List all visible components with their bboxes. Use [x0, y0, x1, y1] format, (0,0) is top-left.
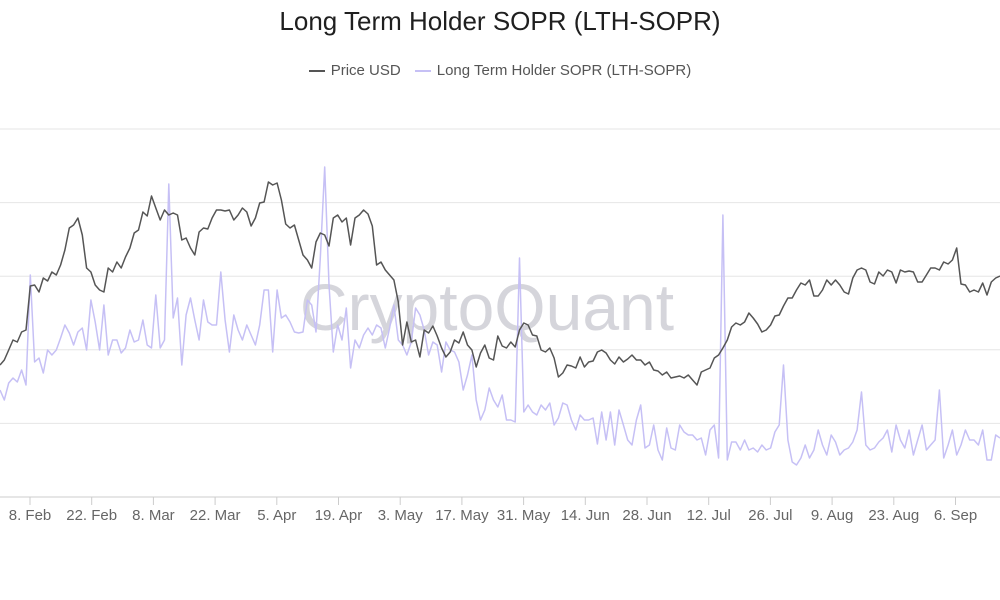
legend: Price USD Long Term Holder SOPR (LTH-SOP…: [0, 62, 1000, 79]
legend-swatch-lth-sopr: [414, 69, 431, 72]
x-tick-label: 28. Jun: [622, 507, 671, 524]
series-lines: [0, 166, 1000, 466]
x-tick-label: 9. Aug: [811, 507, 854, 524]
x-tick-label: 26. Jul: [748, 507, 792, 524]
x-tick-label: 6. Sep: [934, 507, 977, 524]
x-axis: 8. Feb 22. Feb 8. Mar 22. Mar 5. Apr 19. Apr 3…: [0, 496, 1000, 524]
x-tick-label: 3. May: [378, 507, 424, 524]
x-tick-label: 31. May: [497, 507, 551, 524]
x-tick-label: 17. May: [435, 507, 489, 524]
legend-item-lth-sopr[interactable]: Long Term Holder SOPR (LTH-SOPR): [414, 62, 692, 79]
x-tick-label: 19. Apr: [315, 507, 363, 524]
legend-item-price[interactable]: Price USD: [308, 62, 401, 79]
series-lth-sopr: [0, 166, 1000, 466]
x-tick-label: 23. Aug: [868, 507, 919, 524]
x-tick-label: 12. Jul: [687, 507, 731, 524]
legend-label-lth-sopr: Long Term Holder SOPR (LTH-SOPR): [436, 62, 692, 79]
chart-title: Long Term Holder SOPR (LTH-SOPR): [279, 6, 721, 36]
legend-label-price: Price USD: [330, 62, 401, 79]
x-tick-label: 22. Mar: [190, 507, 241, 524]
legend-swatch-price: [308, 69, 325, 72]
x-tick-label: 14. Jun: [561, 507, 610, 524]
x-tick-label: 5. Apr: [257, 507, 296, 524]
x-tick-label: 8. Mar: [132, 507, 175, 524]
x-tick-label: 8. Feb: [9, 507, 52, 524]
series-price-usd: [0, 181, 1000, 386]
watermark: CryptoQuant: [300, 270, 674, 344]
x-tick-label: 22. Feb: [66, 507, 117, 524]
